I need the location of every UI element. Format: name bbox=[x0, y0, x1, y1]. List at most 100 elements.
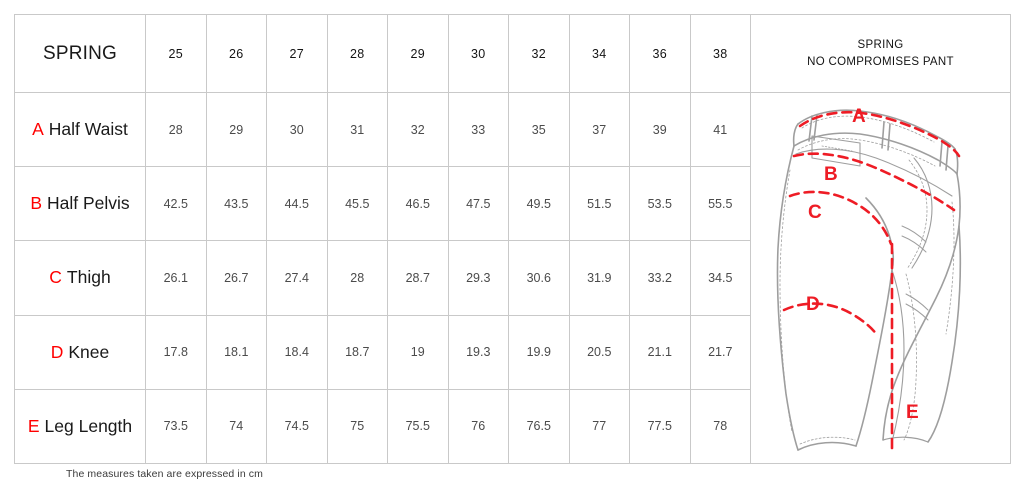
table-row: B Half Pelvis 42.5 43.5 44.5 45.5 46.5 47… bbox=[14, 166, 1011, 242]
cell-d-25: 17.8 bbox=[145, 314, 207, 390]
cell-a-32: 35 bbox=[508, 91, 570, 168]
cell-b-25: 42.5 bbox=[145, 166, 207, 242]
diagram-title-line2: NO COMPROMISES PANT bbox=[807, 55, 954, 68]
row-letter-c: C bbox=[49, 267, 62, 288]
measure-line-c bbox=[788, 190, 892, 246]
size-header-25: 25 bbox=[145, 14, 207, 93]
cell-c-32: 30.6 bbox=[508, 240, 570, 316]
row-label-knee: D Knee bbox=[14, 314, 146, 390]
cell-d-32: 19.9 bbox=[508, 314, 570, 390]
cell-a-26: 29 bbox=[205, 91, 267, 168]
size-header-29: 29 bbox=[387, 14, 449, 93]
diagram-label-e: E bbox=[906, 402, 919, 423]
cell-a-38: 41 bbox=[689, 91, 751, 168]
cell-e-26: 74 bbox=[205, 388, 267, 464]
cell-c-27: 27.4 bbox=[266, 240, 328, 316]
row-letter-e: E bbox=[27, 415, 40, 436]
cell-a-30: 33 bbox=[447, 91, 509, 168]
cell-e-32: 76.5 bbox=[508, 388, 570, 464]
measurement-unit-note: The measures taken are expressed in cm bbox=[66, 468, 263, 480]
cell-c-34: 31.9 bbox=[568, 240, 630, 316]
table-header-row: SPRING 25 26 27 28 29 30 32 34 36 38 SPR… bbox=[14, 14, 1011, 93]
size-chart-table: SPRING 25 26 27 28 29 30 32 34 36 38 SPR… bbox=[14, 14, 1011, 464]
cell-e-29: 75.5 bbox=[387, 388, 449, 464]
cell-c-38: 34.5 bbox=[689, 240, 751, 316]
cell-d-29: 19 bbox=[387, 314, 449, 390]
cell-e-36: 77.5 bbox=[629, 388, 691, 464]
cell-b-36: 53.5 bbox=[629, 166, 691, 242]
pant-illustration: A B C D E bbox=[776, 106, 961, 451]
diagram-label-c: C bbox=[808, 202, 822, 223]
brand-title: SPRING bbox=[14, 14, 146, 93]
cell-c-29: 28.7 bbox=[387, 240, 449, 316]
cell-e-28: 75 bbox=[326, 388, 388, 464]
cell-a-34: 37 bbox=[568, 91, 630, 168]
size-header-36: 36 bbox=[629, 14, 691, 93]
cell-a-36: 39 bbox=[629, 91, 691, 168]
cell-e-38: 78 bbox=[689, 388, 751, 464]
cell-d-26: 18.1 bbox=[205, 314, 267, 390]
cell-c-30: 29.3 bbox=[447, 240, 509, 316]
size-header-34: 34 bbox=[568, 14, 630, 93]
cell-d-27: 18.4 bbox=[266, 314, 328, 390]
row-text-leg-length: Leg Length bbox=[44, 415, 133, 436]
size-header-32: 32 bbox=[508, 14, 570, 93]
cell-b-28: 45.5 bbox=[326, 166, 388, 242]
diagram-label-d: D bbox=[806, 294, 820, 315]
row-text-knee: Knee bbox=[68, 341, 110, 362]
cell-b-26: 43.5 bbox=[205, 166, 267, 242]
cell-b-32: 49.5 bbox=[508, 166, 570, 242]
row-label-thigh: C Thigh bbox=[14, 240, 146, 316]
table-row: D Knee 17.8 18.1 18.4 18.7 19 19.3 19.9 2… bbox=[14, 314, 1011, 390]
measure-line-a bbox=[798, 110, 960, 158]
diagram-label-a: A bbox=[852, 106, 866, 127]
cell-b-34: 51.5 bbox=[568, 166, 630, 242]
size-header-38: 38 bbox=[689, 14, 751, 93]
cell-c-25: 26.1 bbox=[145, 240, 207, 316]
cell-a-28: 31 bbox=[326, 91, 388, 168]
size-header-28: 28 bbox=[326, 14, 388, 93]
row-label-half-waist: A Half Waist bbox=[14, 91, 146, 168]
size-header-27: 27 bbox=[266, 14, 328, 93]
row-text-half-waist: Half Waist bbox=[48, 119, 128, 140]
row-letter-b: B bbox=[30, 193, 42, 214]
table-row: C Thigh 26.1 26.7 27.4 28 28.7 29.3 30.6 … bbox=[14, 240, 1011, 316]
diagram-title-line1: SPRING bbox=[857, 38, 904, 51]
cell-a-27: 30 bbox=[266, 91, 328, 168]
row-text-half-pelvis: Half Pelvis bbox=[47, 193, 130, 214]
row-letter-a: A bbox=[32, 119, 44, 140]
measure-line-d bbox=[782, 302, 878, 337]
diagram-title: SPRING NO COMPROMISES PANT bbox=[750, 14, 1011, 93]
row-text-thigh: Thigh bbox=[66, 267, 111, 288]
cell-b-29: 46.5 bbox=[387, 166, 449, 242]
cell-e-30: 76 bbox=[447, 388, 509, 464]
pant-diagram-cell: A B C D E bbox=[750, 92, 1011, 464]
cell-d-34: 20.5 bbox=[568, 314, 630, 390]
cell-a-25: 28 bbox=[145, 91, 207, 168]
cell-e-27: 74.5 bbox=[266, 388, 328, 464]
cell-b-27: 44.5 bbox=[266, 166, 328, 242]
cell-c-36: 33.2 bbox=[629, 240, 691, 316]
cell-e-34: 77 bbox=[568, 388, 630, 464]
cell-d-38: 21.7 bbox=[689, 314, 751, 390]
cell-c-28: 28 bbox=[326, 240, 388, 316]
size-header-30: 30 bbox=[447, 14, 509, 93]
measure-line-b bbox=[792, 152, 955, 212]
table-row: E Leg Length 73.5 74 74.5 75 75.5 76 76.5… bbox=[14, 388, 1011, 464]
cell-c-26: 26.7 bbox=[205, 240, 267, 316]
row-label-half-pelvis: B Half Pelvis bbox=[14, 166, 146, 242]
size-header-26: 26 bbox=[205, 14, 267, 93]
row-letter-d: D bbox=[50, 341, 64, 362]
cell-d-36: 21.1 bbox=[629, 314, 691, 390]
cell-d-30: 19.3 bbox=[447, 314, 509, 390]
diagram-label-b: B bbox=[824, 164, 838, 185]
pant-diagram: A B C D E bbox=[751, 93, 1010, 463]
cell-a-29: 32 bbox=[387, 91, 449, 168]
table-row: A Half Waist 28 29 30 31 32 33 35 37 39 4… bbox=[14, 91, 1011, 464]
cell-b-38: 55.5 bbox=[689, 166, 751, 242]
row-label-leg-length: E Leg Length bbox=[14, 388, 146, 464]
cell-d-28: 18.7 bbox=[326, 314, 388, 390]
cell-b-30: 47.5 bbox=[447, 166, 509, 242]
cell-e-25: 73.5 bbox=[145, 388, 207, 464]
